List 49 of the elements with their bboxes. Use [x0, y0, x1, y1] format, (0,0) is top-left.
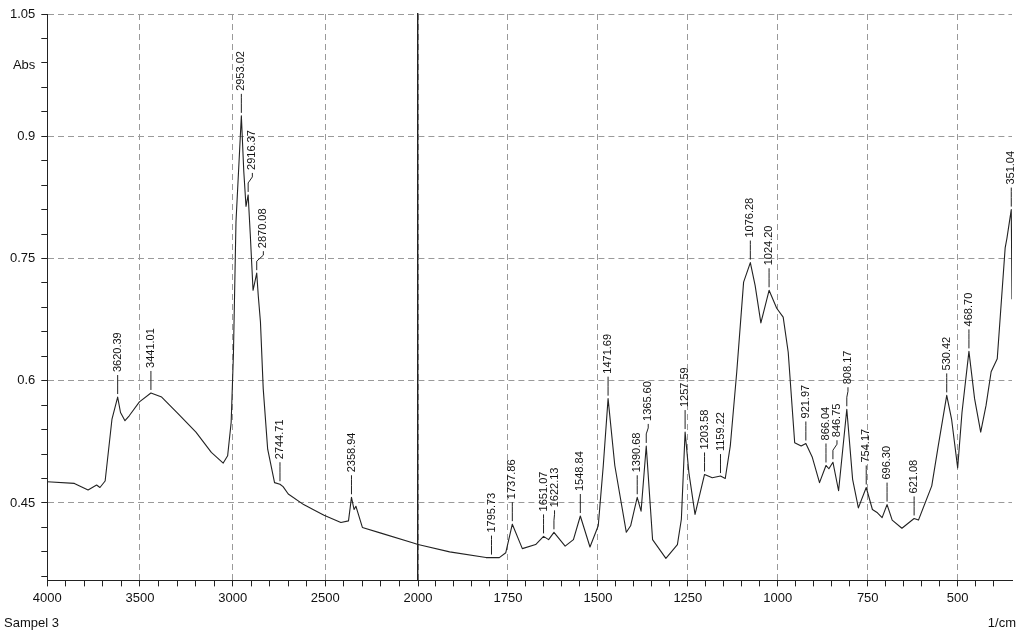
- annotation: 1548.84: [573, 451, 586, 492]
- annotation: 2358.94: [344, 432, 357, 473]
- y-tick-label: 0.45: [9, 494, 36, 510]
- annotation: 2953.02: [234, 51, 247, 91]
- annotation: 1203.58: [697, 409, 710, 450]
- annotation: 1390.68: [630, 432, 643, 473]
- y-axis-title: Abs: [12, 56, 36, 72]
- x-tick-label: 1250: [673, 589, 703, 605]
- annotation: 921.97: [798, 384, 811, 419]
- x-tick-label: 1750: [493, 589, 523, 605]
- annotation: 468.70: [961, 292, 974, 327]
- x-tick-label: 750: [856, 589, 879, 605]
- annotation: 866.04: [819, 406, 832, 441]
- annotation: 2744.71: [273, 419, 285, 460]
- x-tick-label: 500: [946, 589, 969, 605]
- annotation: 2916.37: [245, 130, 258, 170]
- annotation: 1076.28: [743, 197, 756, 238]
- x-tick-label: 3000: [218, 589, 248, 605]
- x-axis-title: 1/cm: [987, 615, 1016, 631]
- annotation: 1471.69: [601, 333, 614, 374]
- annotation: 696.30: [880, 445, 893, 480]
- annotation: 1622.13: [547, 467, 560, 508]
- x-tick-label: 2000: [403, 589, 433, 605]
- annotation: 846.75: [830, 403, 843, 438]
- annotation: 1365.60: [641, 381, 654, 421]
- annotation: 1159.22: [713, 412, 726, 452]
- annotation: 754.17: [859, 428, 872, 463]
- y-tick-label: 0.9: [17, 127, 36, 143]
- annotation: 3441.01: [143, 328, 156, 368]
- x-tick-label: 1500: [583, 589, 613, 605]
- annotation: 1024.20: [762, 225, 775, 266]
- annotation: 1257.59: [678, 367, 691, 408]
- annotation: 1651.07: [536, 471, 549, 512]
- annotation: 1795.73: [484, 492, 497, 533]
- annotation: 530.42: [939, 336, 952, 371]
- annotation: 1737.86: [505, 459, 518, 500]
- x-tick-label: 3500: [125, 589, 155, 605]
- annotation: 808.17: [841, 350, 854, 385]
- text: Sampel 3: [4, 615, 59, 631]
- y-tick-label: 0.6: [17, 372, 36, 388]
- y-tick-label: 1.05: [9, 5, 36, 21]
- annotation: 351.04: [1004, 150, 1017, 185]
- x-tick-label: 4000: [32, 589, 62, 605]
- annotation: 2870.08: [256, 208, 269, 249]
- annotation: 621.08: [907, 459, 920, 494]
- annotation: 3620.39: [110, 332, 123, 373]
- x-tick-label: 2500: [310, 589, 340, 605]
- x-tick-label: 1000: [763, 589, 793, 605]
- y-tick-label: 0.75: [9, 250, 36, 266]
